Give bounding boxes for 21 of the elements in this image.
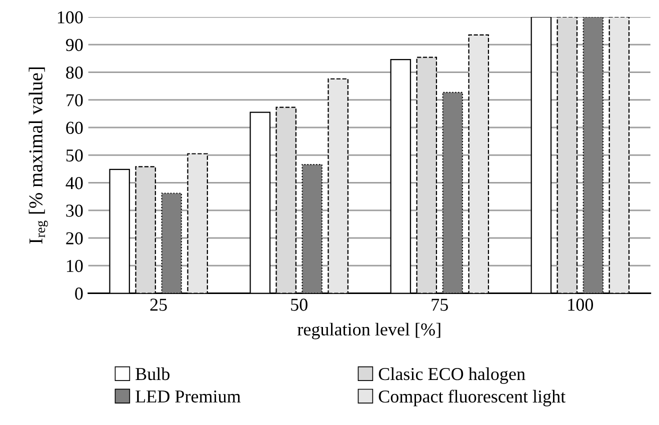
y-tick-label: 90 <box>66 38 83 52</box>
legend-label: Bulb <box>136 367 170 380</box>
y-tick-label: 70 <box>66 94 83 106</box>
y-tick-label: 60 <box>66 122 83 134</box>
y-tick-label: 100 <box>58 11 83 24</box>
y-tick-label: 80 <box>66 66 83 79</box>
y-tick-label: 50 <box>66 149 83 162</box>
y-tick-label: 40 <box>66 177 83 190</box>
legend-label: LED Premium <box>136 390 241 403</box>
legend-label: Clasic ECO halogen <box>378 367 526 384</box>
y-tick-label: 10 <box>66 260 83 272</box>
x-tick-label: 100 <box>568 298 594 311</box>
x-axis-title: regulation level [%] <box>298 322 440 340</box>
legend-label: Compact fluorescent light <box>378 390 566 406</box>
y-tick-label: 30 <box>66 204 83 217</box>
x-tick-label: 75 <box>432 298 448 311</box>
y-tick-label: 0 <box>75 288 83 300</box>
x-tick-label: 50 <box>291 298 308 311</box>
y-tick-label: 20 <box>66 232 83 244</box>
y-axis-title: I$_{reg}$ [% maximal value] <box>28 67 48 244</box>
x-tick-label: 25 <box>150 298 167 311</box>
